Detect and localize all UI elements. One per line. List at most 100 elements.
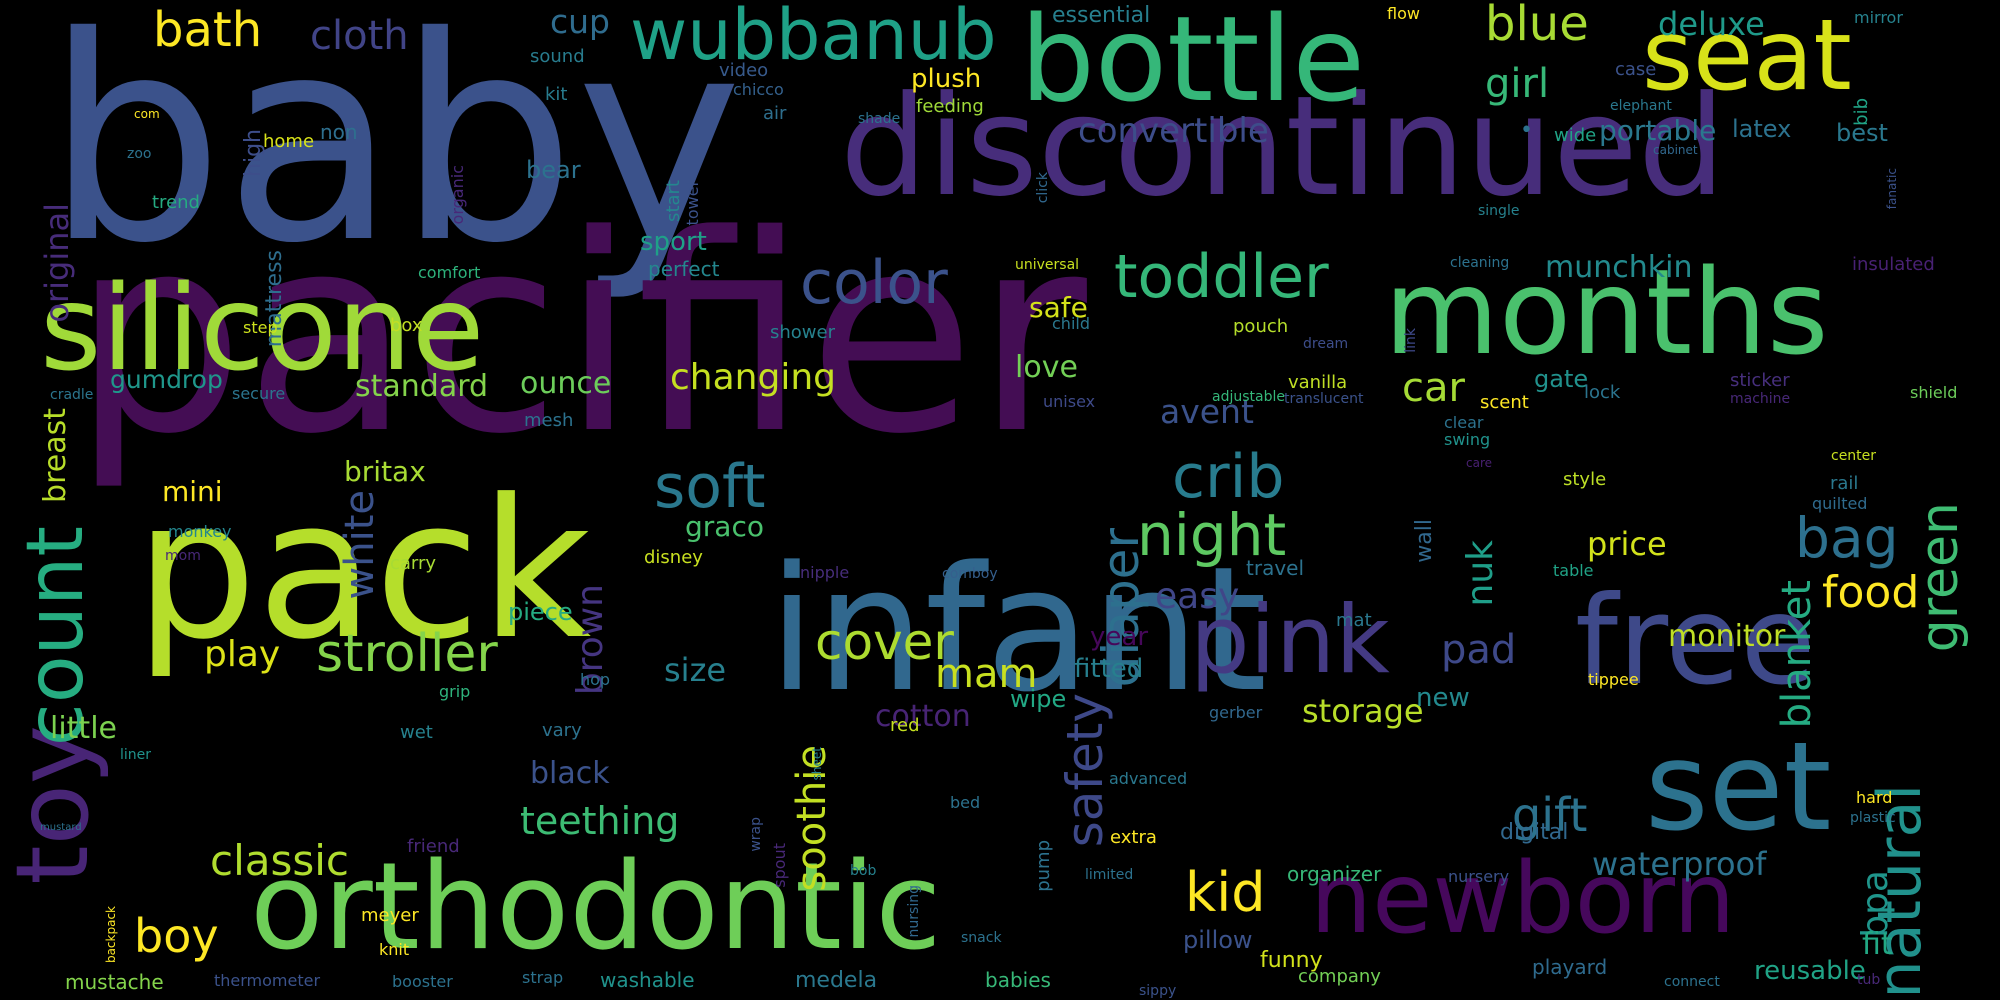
- word-sound: sound: [530, 46, 585, 67]
- word-connect: connect: [1664, 974, 1720, 990]
- word-tub: tub: [1857, 972, 1881, 988]
- word-cover: cover: [815, 613, 954, 671]
- word-translucent: translucent: [1284, 391, 1364, 407]
- word-bib: bib: [1851, 98, 1872, 126]
- word-thermometer: thermometer: [214, 971, 321, 990]
- word-convertible: convertible: [1078, 111, 1269, 151]
- word-storage: storage: [1302, 692, 1424, 730]
- word-price: price: [1587, 525, 1667, 563]
- word-nipple: nipple: [800, 563, 850, 582]
- word-bob: bob: [850, 863, 877, 879]
- word-machine: machine: [1730, 391, 1791, 407]
- word-gift: gift: [1512, 788, 1588, 842]
- word-monitor: monitor: [1668, 619, 1786, 654]
- word-snack: snack: [961, 930, 1002, 946]
- word-click: click: [1035, 172, 1051, 204]
- word-quilted: quilted: [1812, 494, 1868, 513]
- word-single: single: [1478, 203, 1520, 219]
- word-wide: wide: [1554, 125, 1597, 146]
- word-portable: portable: [1599, 114, 1717, 147]
- word-shade: shade: [858, 111, 901, 127]
- word-knit: knit: [379, 940, 410, 959]
- word-cradle: cradle: [50, 387, 94, 403]
- word-plastic: plastic: [1850, 810, 1896, 826]
- word-bath: bath: [153, 2, 263, 58]
- word-feeding: feeding: [916, 96, 984, 117]
- word-sport: sport: [640, 227, 707, 257]
- word-high: high: [241, 129, 266, 177]
- word-com: com: [134, 107, 160, 121]
- word-mirror: mirror: [1854, 8, 1903, 27]
- word-britax: britax: [344, 455, 426, 488]
- word-set: set: [1645, 716, 1832, 858]
- word-elephant: elephant: [1610, 98, 1672, 114]
- word-care: care: [1466, 456, 1493, 470]
- word-backpack: backpack: [104, 906, 118, 964]
- word-bottle: bottle: [1020, 0, 1366, 128]
- word-bear: bear: [526, 156, 581, 184]
- word-home: home: [263, 131, 315, 152]
- word-cloth: cloth: [310, 13, 409, 59]
- word-limited: limited: [1085, 867, 1134, 883]
- word-food: food: [1822, 567, 1920, 618]
- word-sticker: sticker: [1730, 370, 1790, 391]
- word-seat: seat: [1642, 0, 1852, 113]
- word-baby: baby: [45, 0, 743, 305]
- word-organizer: organizer: [1287, 862, 1382, 886]
- word-dream: dream: [1303, 336, 1349, 352]
- word-comboy: comboy: [942, 566, 998, 582]
- word-lock: lock: [1584, 382, 1621, 403]
- word-nursing: nursing: [906, 885, 922, 938]
- word-wrap: wrap: [748, 817, 764, 852]
- word-non: non: [320, 120, 358, 144]
- word-fit: fit: [1862, 927, 1893, 962]
- word-scent: scent: [1480, 392, 1529, 413]
- word-pink: pink: [1190, 586, 1390, 695]
- word-bag: bag: [1795, 506, 1899, 570]
- word-safety: safety: [1056, 693, 1114, 848]
- word-hop: hop: [580, 670, 611, 689]
- word-digital: digital: [1500, 820, 1569, 845]
- word-mustache: mustache: [65, 970, 164, 994]
- word-blanket: blanket: [1774, 580, 1820, 729]
- word-wall: wall: [1412, 519, 1437, 563]
- word-carry: carry: [390, 553, 437, 574]
- word-stroller: stroller: [316, 624, 498, 684]
- word-start: start: [663, 180, 684, 222]
- word-fanatic: fanatic: [1885, 168, 1899, 210]
- word-pouch: pouch: [1233, 316, 1289, 337]
- word-kid: kid: [1185, 861, 1266, 924]
- word-secure: secure: [232, 384, 286, 403]
- word-flow: flow: [1387, 4, 1420, 23]
- word-cup: cup: [550, 2, 611, 41]
- word-shield: shield: [1910, 383, 1958, 402]
- word-zoo: zoo: [127, 146, 152, 162]
- word-air: air: [763, 103, 787, 124]
- word-clear: clear: [1444, 413, 1484, 432]
- word-breast: breast: [38, 408, 73, 503]
- word-gumdrop: gumdrop: [110, 365, 223, 394]
- word-table: table: [1553, 561, 1594, 580]
- word-little: little: [50, 711, 117, 746]
- word-company: company: [1298, 966, 1381, 987]
- word-free: free: [1575, 570, 1816, 712]
- word-cotton: cotton: [875, 699, 971, 734]
- word-pad: pad: [1441, 627, 1517, 673]
- word-essential: essential: [1052, 3, 1151, 28]
- word-night: night: [1137, 501, 1287, 569]
- word-case: case: [1615, 59, 1657, 80]
- word-car: car: [1402, 365, 1465, 411]
- word-universal: universal: [1015, 257, 1080, 273]
- word-adjustable: adjustable: [1212, 389, 1285, 405]
- word-mom: mom: [165, 548, 201, 564]
- word-gate: gate: [1534, 365, 1589, 393]
- word-reusable: reusable: [1754, 956, 1866, 986]
- word-mustard: mustard: [40, 822, 82, 833]
- word-white: white: [337, 490, 383, 600]
- word-boy: boy: [134, 909, 219, 963]
- word-center: center: [1831, 448, 1877, 464]
- word-unisex: unisex: [1043, 392, 1096, 411]
- word-original: original: [38, 203, 76, 323]
- word-travel: travel: [1246, 556, 1305, 580]
